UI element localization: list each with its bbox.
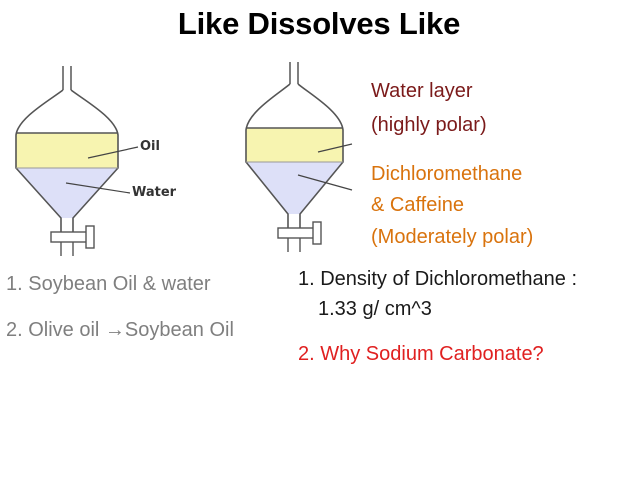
left-list-item-2: 2. Olive oil →Soybean Oil	[6, 319, 234, 341]
dcm-layer-right	[246, 162, 343, 214]
water-layer	[16, 168, 118, 218]
dcm-label: Dichloromethane	[371, 163, 523, 185]
oil-label: Oil	[140, 139, 160, 154]
water-layer-right	[246, 128, 343, 162]
right-separatory-funnel	[245, 62, 353, 252]
dcm-polarity: (Moderately polar)	[371, 226, 534, 248]
left-list-item-1: 1. Soybean Oil & water	[6, 273, 211, 295]
right-list-item-1: 1. Density of Dichloromethane :	[298, 268, 578, 290]
left-separatory-funnel	[15, 66, 139, 256]
water-layer-polarity: (highly polar)	[371, 114, 487, 136]
oil-layer	[16, 133, 118, 168]
density-value: 1.33 g/ cm^3	[318, 298, 432, 320]
stopcock	[50, 231, 92, 243]
caffeine-label: & Caffeine	[371, 194, 465, 216]
slide-title: Like Dissolves Like	[177, 6, 461, 41]
stopcock-right	[277, 227, 319, 239]
water-label: Water	[132, 185, 177, 200]
water-layer-label: Water layer	[371, 80, 473, 102]
right-list-item-2: 2. Why Sodium Carbonate?	[298, 343, 544, 365]
